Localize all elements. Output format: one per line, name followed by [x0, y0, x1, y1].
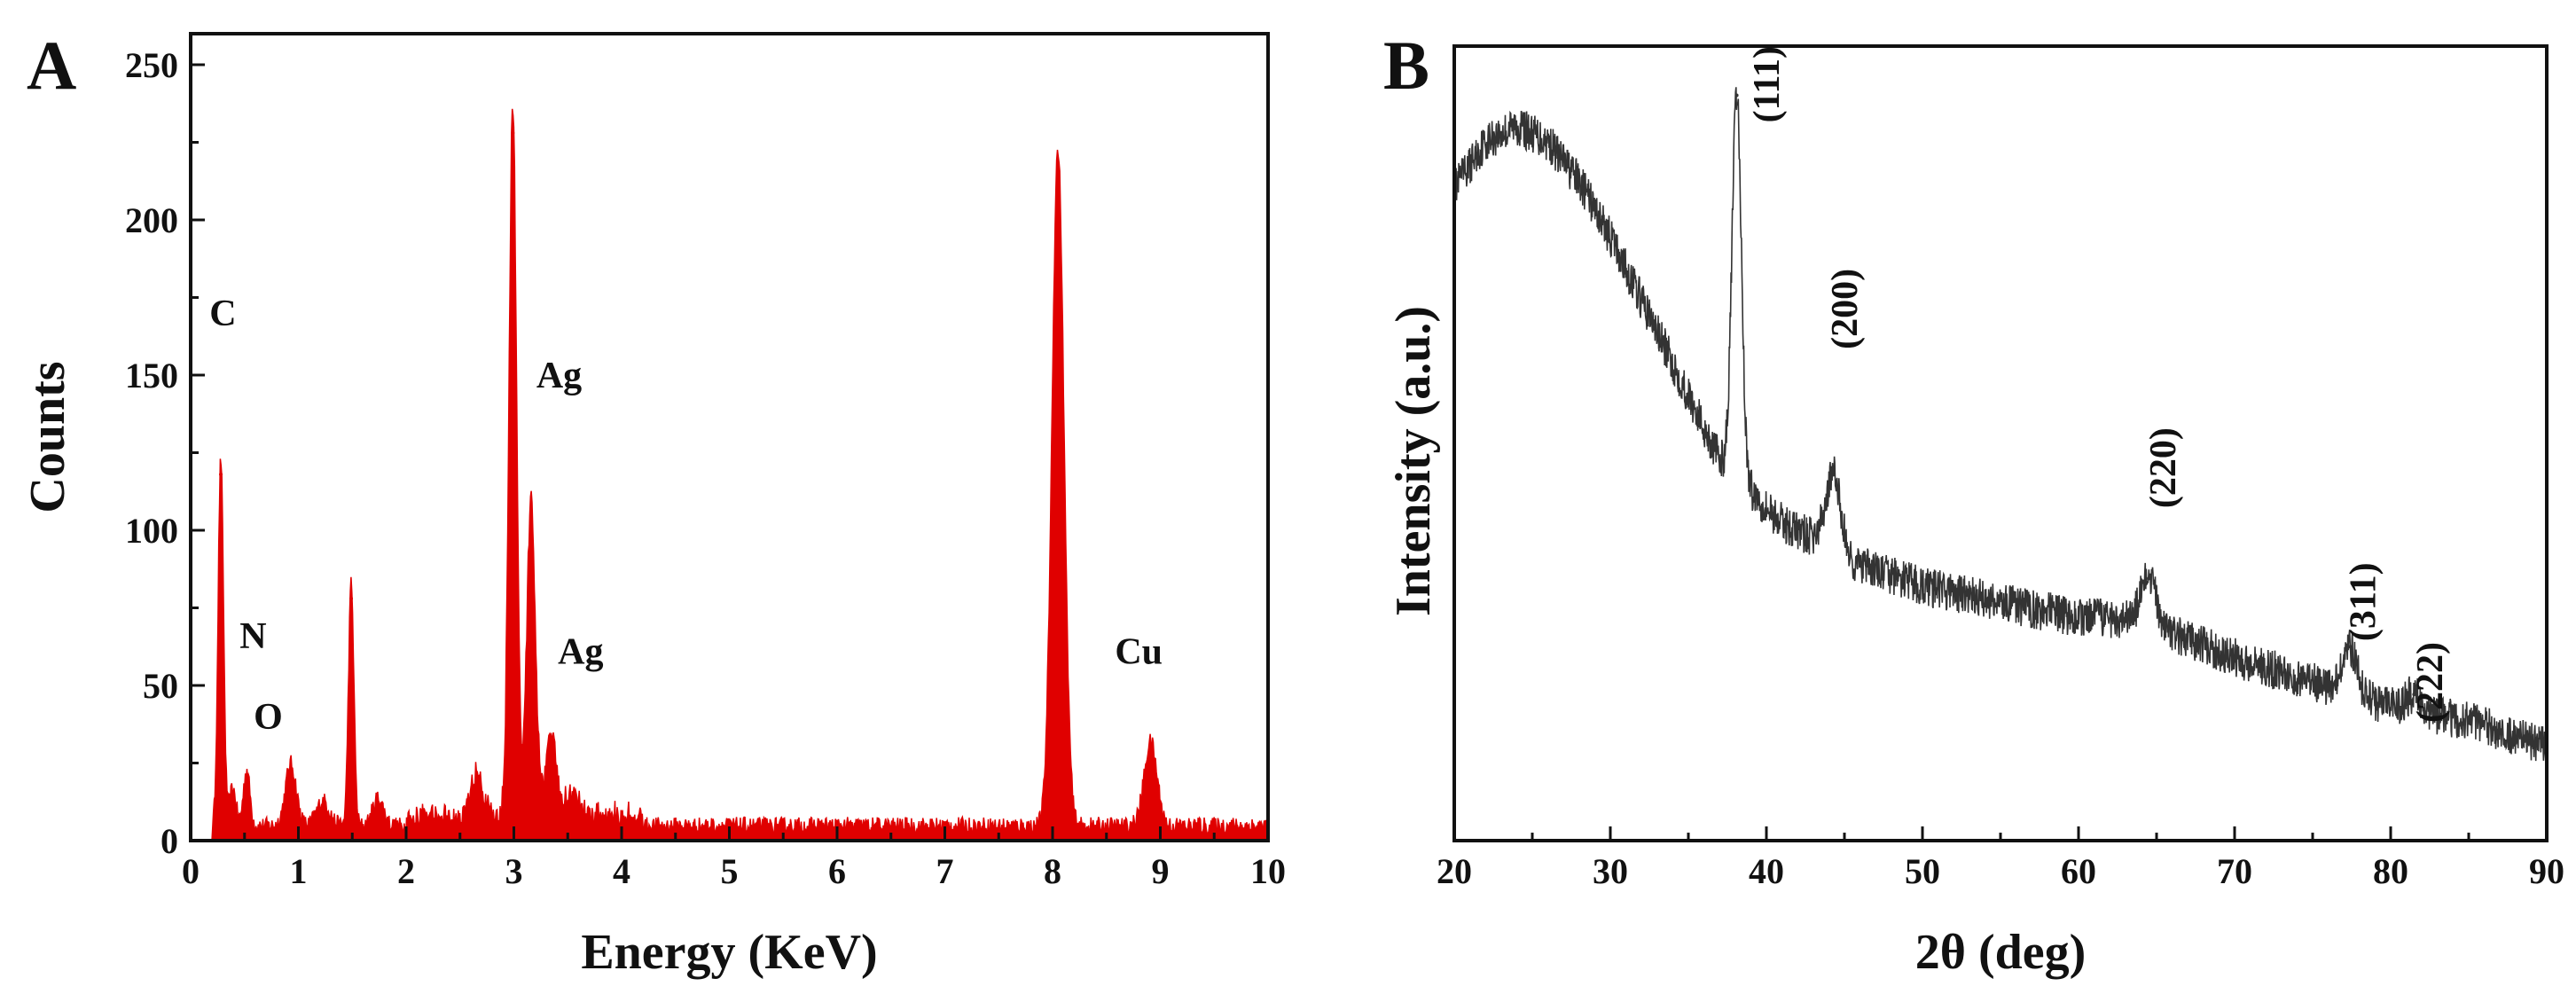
- eds-peak-9: [529, 528, 533, 532]
- y-tick-label-a-0: 0: [161, 821, 178, 861]
- x-tick-label-a-3: 3: [505, 851, 523, 891]
- eds-peak-13: [1148, 755, 1153, 759]
- eds-peak-2: [245, 783, 249, 787]
- element-label-0: C: [209, 294, 236, 334]
- x-tick-label-a-0: 0: [182, 851, 200, 891]
- panel-label-a: A: [27, 27, 76, 104]
- miller-index-label-2: (220): [2143, 427, 2184, 508]
- x-axis-label-b: 2θ (deg): [1915, 925, 2087, 980]
- y-axis-label-b: Intensity (a.u.): [1386, 306, 1441, 616]
- x-axis-label-a: Energy (KeV): [581, 925, 877, 980]
- element-label-5: Ag: [558, 632, 603, 673]
- element-label-1: N: [239, 616, 266, 657]
- x-tick-label-a-1: 1: [290, 851, 308, 891]
- xrd-peak-3: [2348, 645, 2353, 649]
- y-tick-label-a-1: 50: [143, 666, 178, 706]
- panel-b-chart: 20 30 40 50 60 70 80 90 2θ (deg) Intensity (a.u.)…: [1383, 27, 2564, 980]
- eds-peak-12: [1056, 162, 1061, 166]
- x-tick-label-b-4: 60: [2061, 851, 2096, 891]
- x-tick-label-b-1: 30: [1593, 851, 1628, 891]
- xrd-peak-2: [2147, 576, 2151, 581]
- eds-peak-4: [321, 814, 325, 818]
- x-tick-label-b-7: 90: [2529, 851, 2564, 891]
- miller-index-label-4: (222): [2410, 642, 2451, 723]
- element-label-2: O: [254, 697, 283, 738]
- x-tick-label-a-8: 8: [1044, 851, 1061, 891]
- x-tick-label-a-7: 7: [936, 851, 954, 891]
- y-axis-label-a: Counts: [20, 361, 75, 513]
- eds-peak-8: [511, 131, 515, 135]
- eds-peak-5: [349, 597, 354, 600]
- eds-peak-3: [288, 777, 293, 780]
- element-label-4: Ag: [536, 356, 582, 396]
- x-tick-label-a-4: 4: [613, 851, 630, 891]
- x-tick-label-a-2: 2: [397, 851, 415, 891]
- miller-index-label-3: (311): [2343, 562, 2384, 641]
- y-tick-label-a-3: 150: [125, 356, 178, 395]
- plot-frame-b: [1452, 44, 2549, 842]
- x-tick-label-a-5: 5: [721, 851, 739, 891]
- eds-spectrum-area: [191, 108, 1269, 842]
- xrd-peak-1: [1831, 473, 1836, 477]
- xrd-peak-4: [2412, 693, 2416, 697]
- y-tick-label-a-4: 200: [125, 200, 178, 240]
- eds-peak-10: [550, 752, 554, 755]
- y-tick-label-a-2: 100: [125, 511, 178, 551]
- eds-peak-11: [571, 814, 575, 818]
- eds-peak-6: [376, 810, 380, 815]
- xrd-pattern-line: [1453, 87, 2548, 763]
- eds-peak-1: [231, 802, 235, 805]
- y-tick-label-a-5: 250: [125, 45, 178, 85]
- x-tick-label-b-3: 50: [1905, 851, 1940, 891]
- x-tick-label-a-9: 9: [1152, 851, 1170, 891]
- x-tick-label-b-0: 20: [1437, 851, 1472, 891]
- xrd-peak-0: [1734, 93, 1739, 98]
- x-tick-label-b-2: 40: [1749, 851, 1784, 891]
- eds-peak-0: [219, 473, 223, 476]
- x-tick-label-a-10: 10: [1250, 851, 1286, 891]
- eds-peak-7: [475, 789, 480, 793]
- miller-index-label-1: (200): [1825, 269, 1866, 349]
- x-tick-label-b-6: 80: [2373, 851, 2408, 891]
- element-label-7: Cu: [1115, 632, 1163, 673]
- miller-index-label-0: (111): [1747, 46, 1788, 122]
- panel-label-b: B: [1383, 27, 1429, 104]
- x-tick-label-b-5: 70: [2217, 851, 2252, 891]
- x-tick-label-a-6: 6: [828, 851, 846, 891]
